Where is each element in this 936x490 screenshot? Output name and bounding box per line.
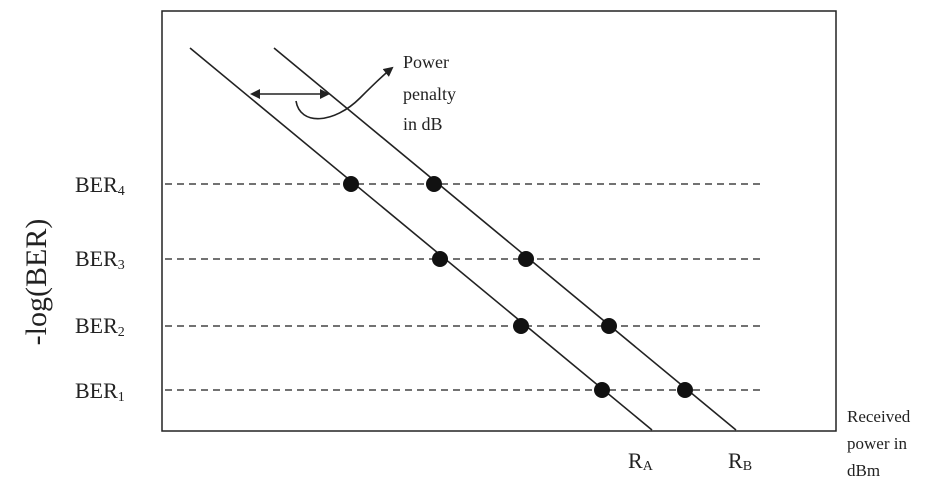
curve-b-label: RB [728,448,752,474]
curve-a-line [189,47,653,431]
ber3-label: BER3 [75,246,125,273]
curve-a-point-ber1 [594,382,610,398]
x-axis-label: Received power in dBm [847,407,915,480]
y-axis-label: -log(BER) [20,219,53,346]
plot-frame [161,10,837,432]
curve-b-line [273,47,737,431]
ber4-label: BER4 [75,172,125,199]
curve-a-label: RA [628,448,654,474]
annotation-pointer-arrow [295,66,394,120]
curve-a-point-ber4 [343,176,359,192]
ber1-label: BER1 [75,378,125,405]
curve-a-point-ber2 [513,318,529,334]
curve-b-point-ber3 [518,251,534,267]
curve-b-point-ber1 [677,382,693,398]
curve-a-point-ber3 [432,251,448,267]
ber2-label: BER2 [75,313,125,340]
curve-b-point-ber2 [601,318,617,334]
curve-b-point-ber4 [426,176,442,192]
power-penalty-annotation: Power penalty in dB [403,52,460,134]
